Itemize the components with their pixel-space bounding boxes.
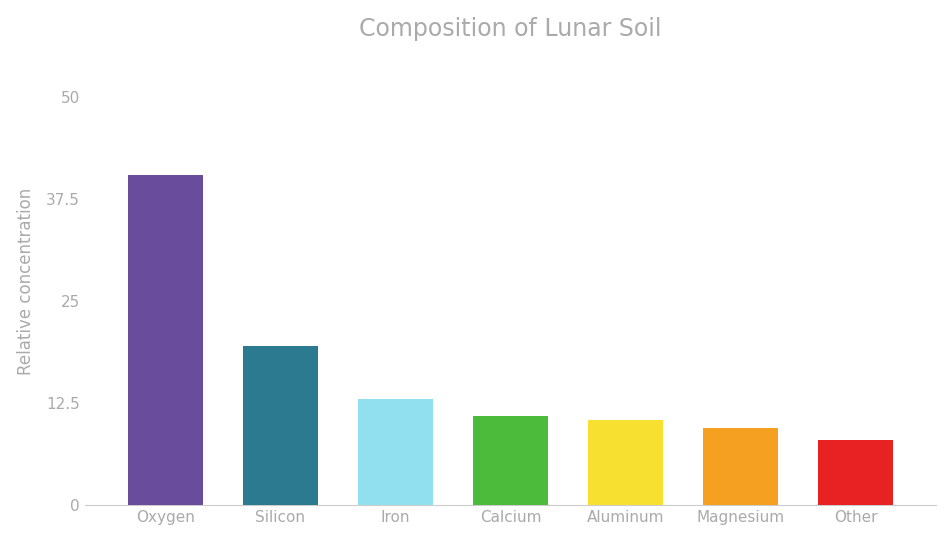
Bar <box>472 416 547 506</box>
Bar <box>587 420 663 506</box>
Bar <box>818 440 892 506</box>
Y-axis label: Relative concentration: Relative concentration <box>16 188 34 375</box>
Title: Composition of Lunar Soil: Composition of Lunar Soil <box>359 17 661 41</box>
Bar <box>128 175 202 506</box>
Bar <box>358 399 432 506</box>
Bar <box>243 346 317 506</box>
Bar <box>703 428 777 506</box>
